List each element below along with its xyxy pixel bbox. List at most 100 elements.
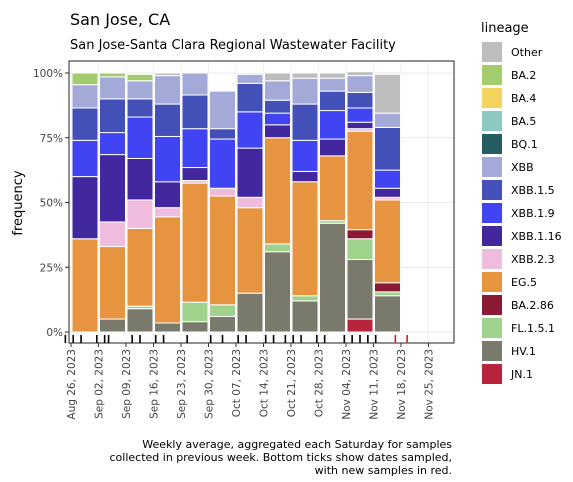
bar-segment (264, 80, 291, 101)
bar-segment (154, 75, 181, 105)
bar-segment (346, 107, 374, 123)
bar-segment (99, 72, 126, 78)
bar-segment (99, 98, 126, 134)
bar-segment (264, 251, 291, 333)
bar-segment (374, 295, 401, 333)
bar-segment (99, 132, 126, 156)
bar-segment (374, 291, 401, 297)
legend-swatch (482, 226, 502, 246)
bar-segment (126, 98, 154, 118)
bar-segment (236, 111, 264, 149)
x-tick-label: Sep 16, 2023 (149, 349, 161, 419)
bar-segment (291, 300, 319, 333)
bar-segment (346, 238, 374, 260)
bar-segment (71, 84, 99, 109)
bar-segment (126, 73, 154, 82)
legend-item-label: BA.4 (511, 92, 536, 105)
bar-segment (264, 72, 291, 82)
x-tick-label: Sep 02, 2023 (94, 349, 106, 419)
bar-segment (236, 147, 264, 198)
stacked-bars (71, 71, 401, 333)
legend-swatch (482, 203, 502, 223)
x-tick-label: Aug 26, 2023 (66, 349, 78, 420)
bar-segment (126, 227, 154, 307)
legend-swatch (482, 295, 502, 315)
bar-segment (181, 94, 209, 130)
legend: lineage Other BA.2 BA.4 BA.5 BQ.1 XBB XBB.1.5 X… (481, 21, 562, 384)
bar-segment (154, 103, 181, 137)
x-tick-label: Nov 11, 2023 (369, 349, 381, 420)
legend-swatch (482, 111, 502, 131)
bar-segment (319, 110, 346, 140)
x-tick-label: Nov 18, 2023 (396, 349, 408, 420)
legend-swatch (482, 249, 502, 269)
legend-swatch (482, 88, 502, 108)
bar-segment (291, 295, 319, 302)
caption-line: collected in previous week. Bottom ticks… (110, 451, 453, 464)
legend-swatch (482, 318, 502, 338)
x-tick-label: Sep 30, 2023 (204, 349, 216, 419)
chart-title: San Jose, CA (70, 10, 170, 29)
legend-swatch (482, 272, 502, 292)
bar-segment (346, 258, 374, 320)
bar-segment (264, 137, 291, 245)
bar-segment (154, 181, 181, 209)
bar-segment (99, 76, 126, 100)
bar-segment (236, 207, 264, 294)
bar-segment (181, 167, 209, 181)
bar-segment (181, 301, 209, 323)
bar-segment (264, 243, 291, 253)
legend-item-label: BQ.1 (511, 138, 538, 151)
legend-item-label: XBB.1.5 (511, 184, 555, 197)
y-tick-label: 50% (40, 198, 63, 210)
y-axis-label: frequency (11, 170, 26, 236)
bar-segment (154, 207, 181, 218)
bar-segment (154, 322, 181, 333)
chart-caption: Weekly average, aggregated each Saturday… (110, 438, 453, 477)
legend-item-label: Other (511, 46, 543, 59)
bar-segment (126, 116, 154, 159)
bar-segment (346, 318, 374, 333)
bar-segment (181, 128, 209, 169)
bar-segment (99, 318, 126, 333)
y-tick-label: 100% (33, 68, 63, 80)
bar-segment (319, 77, 346, 92)
bar-segment (236, 196, 264, 209)
legend-swatch (482, 157, 502, 177)
bar-segment (291, 139, 319, 172)
bar-segment (126, 80, 154, 100)
bar-segment (291, 170, 319, 183)
legend-item-label: XBB (511, 161, 534, 174)
legend-item-label: XBB.1.9 (511, 207, 555, 220)
y-tick-label: 0% (46, 327, 63, 339)
bar-segment (374, 73, 401, 114)
bar-segment (126, 199, 154, 229)
bar-segment (126, 308, 154, 333)
caption-line: Weekly average, aggregated each Saturday… (142, 438, 452, 451)
x-tick-label: Oct 14, 2023 (259, 349, 271, 417)
legend-item-label: JN.1 (510, 368, 533, 381)
bar-segment (71, 238, 99, 333)
legend-item-label: BA.2.86 (511, 299, 554, 312)
x-tick-label: Nov 25, 2023 (424, 349, 436, 420)
bar-segment (319, 72, 346, 79)
chart-subtitle: San Jose-Santa Clara Regional Wastewater… (70, 38, 396, 53)
bar-segment (99, 246, 126, 320)
bar-segment (209, 90, 236, 130)
x-tick-label: Oct 21, 2023 (286, 349, 298, 417)
bar-segment (319, 138, 346, 157)
bar-segment (291, 181, 319, 297)
x-tick-label: Oct 07, 2023 (231, 349, 243, 417)
bar-segment (319, 222, 346, 333)
legend-swatch (482, 341, 502, 361)
legend-item-label: BA.5 (511, 115, 536, 128)
bar-segment (209, 315, 236, 333)
bar-segment (291, 72, 319, 79)
bar-segment (264, 112, 291, 126)
bar-segment (346, 91, 374, 109)
bar-segment (346, 229, 374, 240)
y-tick-label: 75% (40, 133, 63, 145)
bar-segment (236, 82, 264, 113)
legend-item-label: XBB.2.3 (511, 253, 555, 266)
